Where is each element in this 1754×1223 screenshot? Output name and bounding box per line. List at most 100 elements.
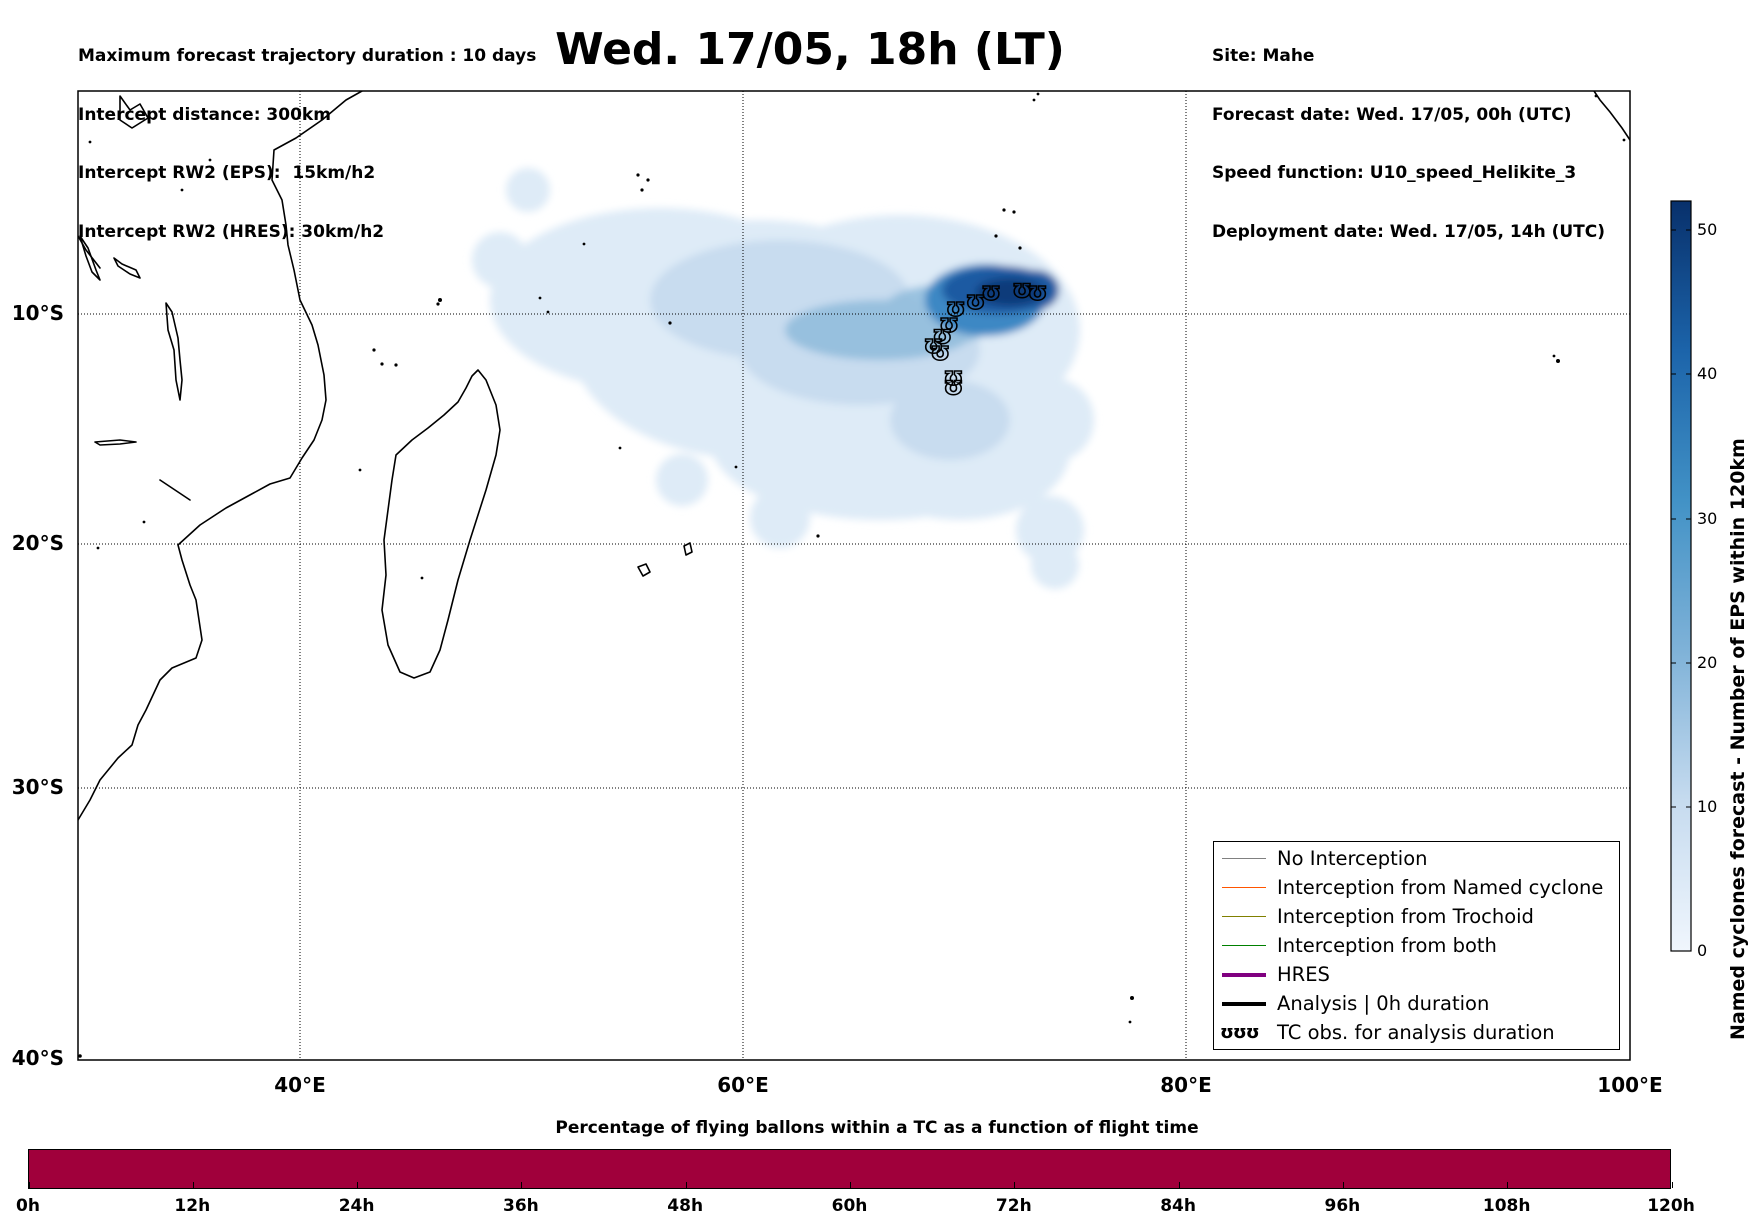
time-tick-label: 36h bbox=[503, 1196, 539, 1216]
island bbox=[646, 178, 650, 182]
island bbox=[1018, 246, 1022, 250]
legend-swatch bbox=[1222, 887, 1266, 888]
tc-obs-marker: ʊ bbox=[932, 321, 952, 351]
tc-obs-marker: ʊ bbox=[1028, 277, 1048, 307]
tc-obs-marker: ʊ bbox=[1012, 275, 1032, 305]
density-blob bbox=[890, 380, 1010, 460]
colorbar-tick: 0 bbox=[1697, 941, 1708, 960]
legend-label: Interception from both bbox=[1277, 934, 1497, 957]
island bbox=[420, 576, 424, 580]
island bbox=[1032, 98, 1036, 102]
island bbox=[1036, 92, 1040, 96]
island bbox=[78, 1054, 82, 1058]
colorbar-tick: 30 bbox=[1697, 509, 1718, 528]
header-line: Intercept RW2 (HRES): 30km/h2 bbox=[78, 221, 385, 242]
tc-obs-marker: ʊ bbox=[943, 362, 963, 392]
tc-obs-marker: ʊ bbox=[943, 371, 963, 401]
lake-coastline bbox=[79, 235, 101, 281]
island bbox=[208, 158, 212, 162]
time-tick-mark bbox=[357, 1182, 359, 1188]
time-tick-mark bbox=[1178, 1182, 1180, 1188]
africa-coastline bbox=[78, 91, 363, 821]
colorbar-gradient bbox=[1670, 200, 1692, 952]
lon-label-80e: 80°E bbox=[1160, 1073, 1212, 1097]
lon-label-40e: 40°E bbox=[274, 1073, 326, 1097]
lat-label-10s: 10°S bbox=[11, 301, 64, 325]
island bbox=[640, 188, 644, 192]
island bbox=[636, 173, 640, 177]
legend-label: Analysis | 0h duration bbox=[1277, 992, 1490, 1015]
island bbox=[142, 520, 146, 524]
island-coastline bbox=[637, 563, 651, 577]
map-frame bbox=[77, 90, 1631, 1061]
tc-obs-marker: ʊ bbox=[923, 330, 943, 360]
time-tick-label: 0h bbox=[16, 1196, 40, 1216]
legend-item-both: Interception from both bbox=[1214, 932, 1619, 960]
header-line: Maximum forecast trajectory duration : 1… bbox=[78, 46, 537, 66]
island bbox=[994, 234, 998, 238]
sumatra-coast bbox=[1593, 91, 1630, 141]
legend-item-named-cyclone: Interception from Named cyclone bbox=[1214, 874, 1619, 902]
legend-label: HRES bbox=[1277, 963, 1330, 986]
legend: No Interception Interception from Named … bbox=[1213, 841, 1620, 1050]
density-blob bbox=[656, 454, 708, 506]
header-line: Forecast date: Wed. 17/05, 00h (UTC) bbox=[1212, 104, 1572, 125]
header-line: Intercept RW2 (EPS): 15km/h2 bbox=[78, 163, 376, 183]
lon-label-60e: 60°E bbox=[717, 1073, 769, 1097]
island bbox=[358, 468, 362, 472]
time-tick-label: 108h bbox=[1482, 1196, 1531, 1216]
time-tick-mark bbox=[685, 1182, 687, 1188]
legend-swatch bbox=[1222, 1002, 1266, 1006]
legend-item-hres: HRES bbox=[1214, 961, 1619, 989]
gridlines bbox=[78, 91, 1630, 1060]
legend-swatch bbox=[1222, 945, 1266, 946]
tc-obs-marker: ʊ bbox=[939, 309, 959, 339]
lake-coastline bbox=[94, 439, 137, 446]
island bbox=[1012, 210, 1016, 214]
legend-item-no-interception: No Interception bbox=[1214, 845, 1619, 873]
time-tick-label: 24h bbox=[338, 1196, 375, 1216]
island bbox=[1128, 1020, 1132, 1024]
density-blob bbox=[976, 278, 1044, 306]
tc-obs-marker: ʊ bbox=[930, 337, 950, 367]
time-tick-mark bbox=[1507, 1182, 1509, 1188]
lat-label-20s: 20°S bbox=[11, 531, 64, 555]
time-tick-label: 48h bbox=[667, 1196, 704, 1216]
time-tick-label: 120h bbox=[1647, 1196, 1695, 1216]
density-blob bbox=[1031, 541, 1079, 589]
island bbox=[1552, 354, 1556, 358]
island bbox=[1130, 996, 1134, 1000]
islands bbox=[78, 92, 1626, 1058]
island bbox=[88, 140, 92, 144]
time-tick-mark bbox=[192, 1182, 194, 1188]
island-coastline bbox=[683, 542, 693, 556]
time-tick-label: 12h bbox=[174, 1196, 211, 1216]
legend-label: TC obs. for analysis duration bbox=[1277, 1021, 1555, 1044]
lake-coastline bbox=[113, 257, 141, 279]
island bbox=[618, 446, 622, 450]
map-title: Wed. 17/05, 18h (LT) bbox=[555, 24, 1065, 75]
density-blob bbox=[750, 488, 810, 548]
coastlines bbox=[78, 91, 693, 821]
island bbox=[582, 242, 586, 246]
time-bar bbox=[28, 1149, 1673, 1189]
tc-symbol-icon: ʊʊʊ bbox=[1220, 1022, 1260, 1043]
island bbox=[436, 302, 440, 306]
legend-label: Interception from Trochoid bbox=[1277, 905, 1534, 928]
time-tick-label: 84h bbox=[1160, 1196, 1196, 1216]
time-tick-mark bbox=[521, 1182, 523, 1188]
density-blob bbox=[472, 232, 528, 288]
legend-swatch bbox=[1222, 916, 1266, 917]
colorbar bbox=[1670, 200, 1692, 952]
colorbar-title: Named cyclones forecast - Number of EPS … bbox=[1727, 438, 1749, 1040]
lake-coastline bbox=[119, 95, 149, 129]
time-tick-label: 72h bbox=[995, 1196, 1032, 1216]
time-tick-mark bbox=[1671, 1182, 1673, 1188]
eps-density bbox=[472, 168, 1094, 589]
island bbox=[372, 348, 376, 352]
colorbar-tick: 40 bbox=[1697, 364, 1718, 383]
legend-item-tc-obs: ʊʊʊ TC obs. for analysis duration bbox=[1214, 1019, 1619, 1047]
legend-label: No Interception bbox=[1277, 847, 1428, 870]
legend-label: Interception from Named cyclone bbox=[1277, 876, 1604, 899]
